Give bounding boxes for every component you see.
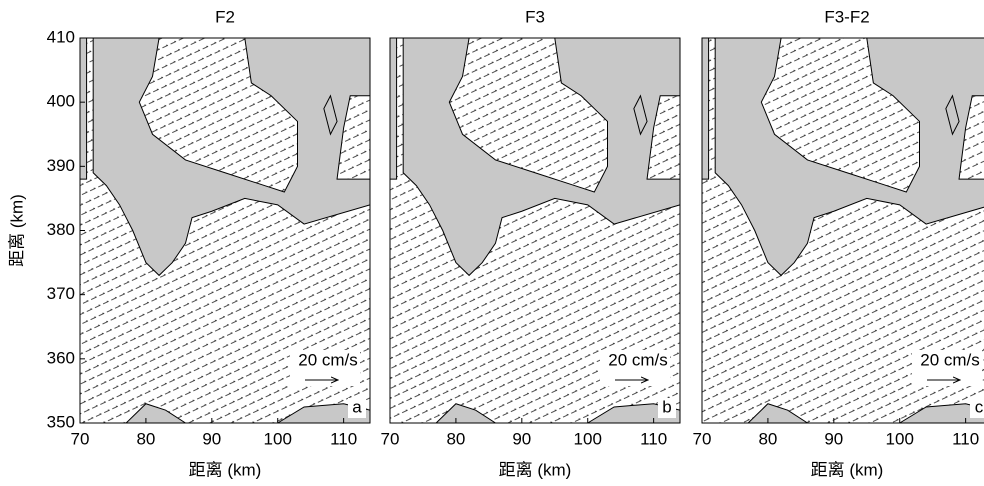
x-tick-label: 90	[202, 429, 221, 448]
land	[79, 37, 88, 180]
x-tick-label: 80	[136, 429, 155, 448]
label-bg	[970, 398, 984, 418]
scale-annotation: 20 cm/s	[298, 350, 358, 369]
panel: F3-F2 70 80 90 100 110 距离 (km) 20 cm/s c	[693, 7, 984, 479]
panel-title: F3-F2	[824, 7, 869, 26]
label-bg	[348, 398, 366, 418]
x-axis-label: 距离 (km)	[499, 460, 572, 479]
x-tick-label: 100	[264, 429, 292, 448]
land	[80, 37, 371, 277]
y-tick-label: 380	[47, 220, 75, 239]
scale-annotation: 20 cm/s	[920, 350, 980, 369]
y-tick-label: 400	[47, 92, 75, 111]
x-tick-label: 70	[693, 429, 712, 448]
land	[702, 37, 984, 277]
x-tick-label: 110	[952, 429, 979, 448]
panel-title: F3	[525, 7, 545, 26]
x-tick-label: 70	[71, 429, 90, 448]
y-tick-label: 370	[47, 284, 75, 303]
x-tick-label: 100	[574, 429, 602, 448]
panel: F2 70 80 90 100 110 350 360 370 380 390 400 410 距离 (k…	[7, 7, 371, 479]
x-tick-label: 80	[758, 429, 777, 448]
y-tick-label: 390	[47, 156, 75, 175]
y-axis-label: 距离 (km)	[7, 194, 26, 267]
panel-label: c	[975, 397, 984, 416]
land	[701, 37, 710, 180]
plot-frame	[701, 37, 984, 424]
panel-label: b	[662, 397, 671, 416]
land	[323, 94, 338, 136]
land	[633, 94, 648, 136]
panel-title: F2	[215, 7, 235, 26]
x-tick-label: 80	[446, 429, 465, 448]
y-tick-label: 360	[47, 348, 75, 367]
x-tick-label: 110	[330, 429, 357, 448]
x-tick-label: 90	[824, 429, 843, 448]
land	[945, 94, 960, 136]
x-tick-label: 110	[640, 429, 667, 448]
land	[389, 37, 398, 180]
panel-label: a	[352, 397, 362, 416]
x-tick-label: 90	[512, 429, 531, 448]
panel: F3 70 80 90 100 110 距离 (km) 20 cm/s b	[381, 7, 681, 479]
x-tick-label: 100	[886, 429, 914, 448]
y-tick-label: 350	[47, 412, 75, 431]
scale-annotation: 20 cm/s	[608, 350, 668, 369]
y-tick-label: 410	[47, 27, 75, 46]
land	[390, 37, 681, 277]
plot-frame	[389, 37, 681, 424]
x-axis-label: 距离 (km)	[811, 460, 884, 479]
label-bg	[658, 398, 676, 418]
x-axis-label: 距离 (km)	[189, 460, 262, 479]
x-tick-label: 70	[381, 429, 400, 448]
